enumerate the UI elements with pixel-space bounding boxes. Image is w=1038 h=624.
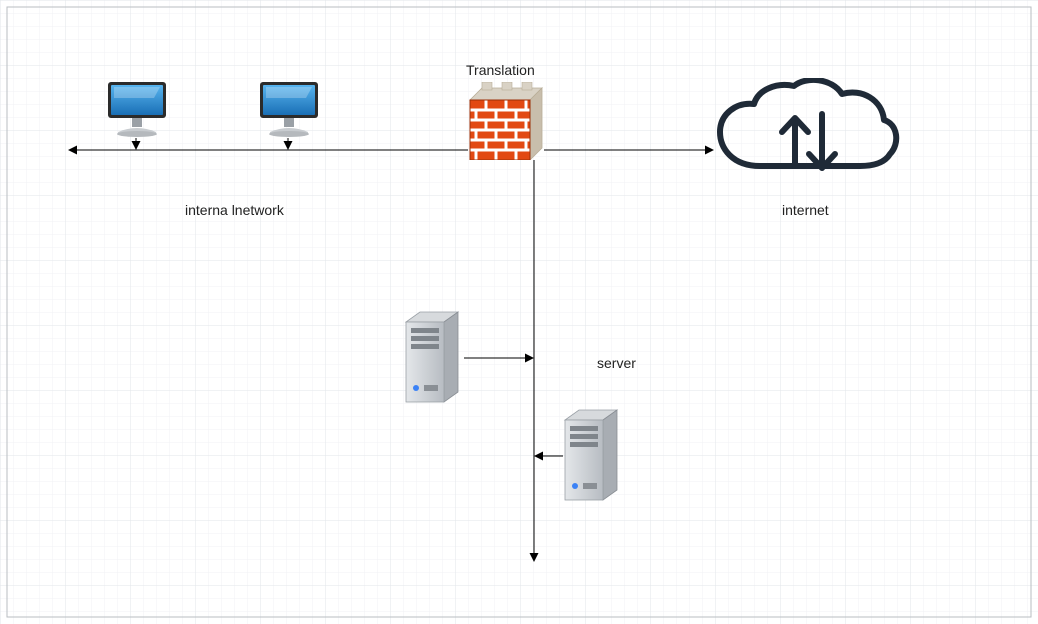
diagram-canvas: Translation interna lnetwork internet se… [0,0,1038,624]
label-translation: Translation [466,62,535,78]
label-internal-network: interna lnetwork [185,202,284,218]
cloud-icon [712,78,902,188]
server-icon [563,408,623,504]
firewall-icon [468,82,544,160]
monitor-icon [104,80,170,138]
label-internet: internet [782,202,829,218]
label-server: server [597,355,636,371]
server-icon [404,310,464,406]
monitor-icon [256,80,322,138]
